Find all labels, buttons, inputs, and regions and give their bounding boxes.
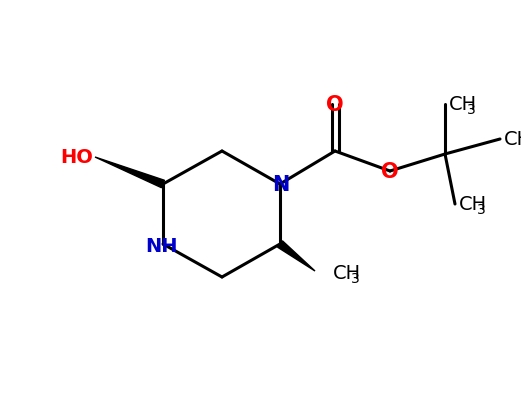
Text: 3: 3: [467, 103, 476, 117]
Polygon shape: [95, 158, 165, 188]
Text: N: N: [272, 174, 290, 194]
Text: 3: 3: [351, 271, 359, 285]
Text: CH: CH: [449, 95, 477, 114]
Text: 3: 3: [477, 203, 486, 217]
Text: CH: CH: [333, 264, 361, 283]
Polygon shape: [278, 241, 315, 271]
Text: O: O: [381, 162, 399, 182]
Text: CH: CH: [459, 195, 487, 214]
Text: O: O: [326, 95, 344, 115]
Text: CH: CH: [504, 130, 521, 149]
Text: NH: NH: [145, 237, 177, 256]
Text: HO: HO: [60, 148, 93, 167]
